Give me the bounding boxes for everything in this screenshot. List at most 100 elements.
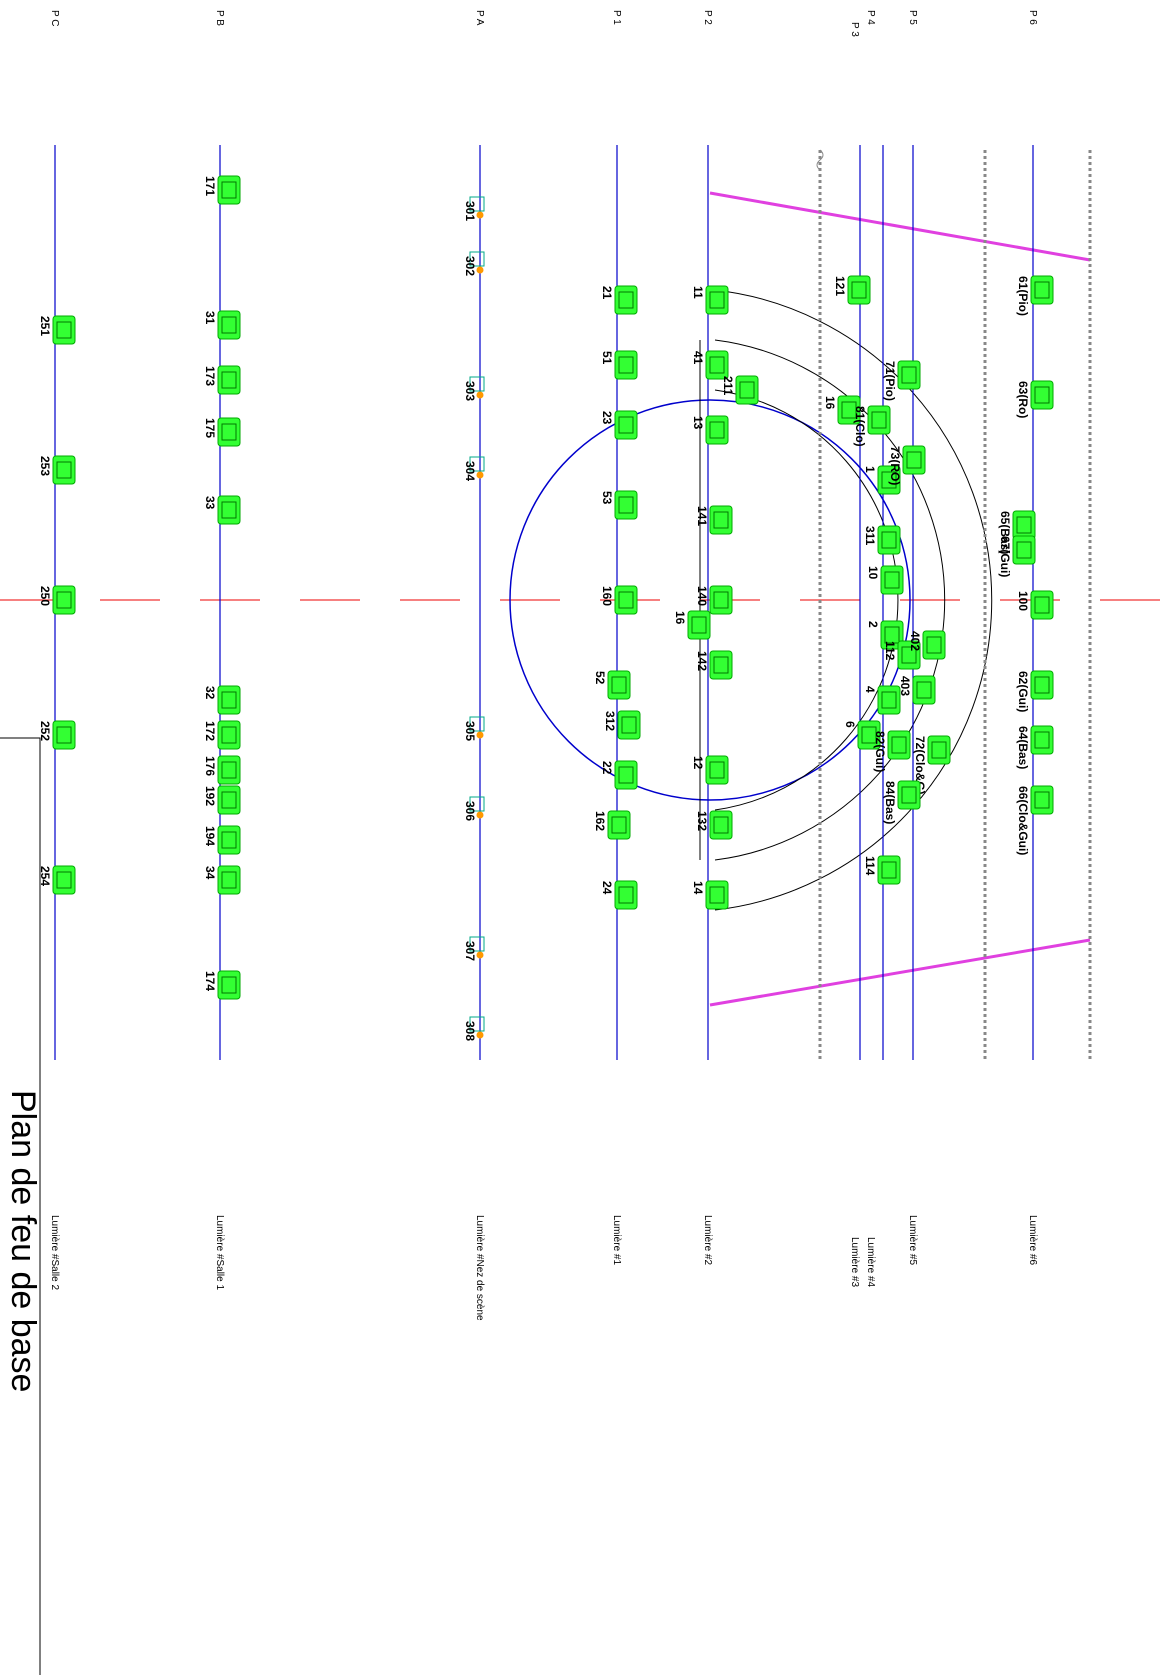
- fixture-lens: [221, 181, 237, 199]
- fixture-lens: [691, 616, 707, 634]
- fixture-number: 33: [203, 496, 217, 510]
- fixture-number: 402: [908, 631, 922, 651]
- fixture-number: 41: [691, 351, 705, 365]
- fixture-number: 171: [203, 176, 217, 196]
- dimmer-point: [476, 951, 484, 959]
- fixture-outline: [469, 196, 485, 212]
- fixture-lens: [221, 691, 237, 709]
- fixture-number: 12: [691, 756, 705, 770]
- fixture-number: 11: [691, 286, 705, 299]
- fixture-number: 31: [203, 311, 217, 325]
- fixture-outline: [469, 716, 485, 732]
- fixture-outline: [469, 376, 485, 392]
- fixture-number: 301: [463, 201, 477, 221]
- fixture-number: 21: [600, 286, 614, 300]
- fixture: [52, 865, 76, 895]
- batten-label: Lumière #Salle 1: [214, 1215, 225, 1290]
- fixture-lens: [891, 736, 907, 754]
- fixture-number: 252: [38, 721, 52, 741]
- fixture-lens: [221, 423, 237, 441]
- fixture-lens: [901, 786, 917, 804]
- fixture-lens: [221, 791, 237, 809]
- fixture-number: 1: [863, 466, 877, 473]
- batten-label: Lumière #2: [702, 1215, 713, 1265]
- fixture-lens: [906, 451, 922, 469]
- fixture-lens: [841, 401, 857, 419]
- fixture-number: 24: [600, 881, 614, 895]
- fixture-lens: [1034, 791, 1050, 809]
- fixture-number: 52: [593, 671, 607, 685]
- fixtures: 2512532502522541713117317533321721761921…: [38, 175, 1054, 1041]
- fixture: [902, 445, 926, 475]
- fixture-number: 251: [38, 316, 52, 336]
- fixture-number: 66(Clo&Gui): [1016, 786, 1030, 855]
- batten-label: Lumière #4: [865, 1237, 876, 1287]
- fixture-number: 63(Ro): [1016, 381, 1030, 418]
- fixture-lens: [56, 321, 72, 339]
- fixture-number: 13: [691, 416, 705, 430]
- fixture-number: 254: [38, 866, 52, 886]
- fixture: [52, 585, 76, 615]
- fixture-lens: [871, 411, 887, 429]
- fixture: [847, 275, 871, 305]
- fixture-lens: [1034, 596, 1050, 614]
- fixture-number: 162: [593, 811, 607, 831]
- fixture-lens: [713, 591, 729, 609]
- fixture-lens: [713, 816, 729, 834]
- fixture-lens: [618, 356, 634, 374]
- fixture: [857, 720, 881, 750]
- fixture-lens: [713, 511, 729, 529]
- fixture-number: 16: [673, 611, 687, 625]
- fixture: [887, 730, 911, 760]
- fixture-lens: [618, 886, 634, 904]
- fixture: [217, 865, 241, 895]
- fixture: [897, 640, 921, 670]
- fixture-lens: [884, 626, 900, 644]
- fixture-number: 132: [695, 811, 709, 831]
- fixture-lens: [916, 681, 932, 699]
- fixture: [52, 315, 76, 345]
- fixture-number: 192: [203, 786, 217, 806]
- plot-title: Plan de feu de base: [4, 1090, 42, 1392]
- fixture-lens: [1034, 676, 1050, 694]
- fixture-lens: [709, 421, 725, 439]
- fixture: [217, 970, 241, 1000]
- batten-code: P 1: [611, 10, 622, 25]
- fixture: [877, 855, 901, 885]
- fixture: [614, 285, 638, 315]
- fixture-lens: [884, 571, 900, 589]
- fixture: [735, 375, 759, 405]
- fixture: [709, 585, 733, 615]
- fixture-lens: [739, 381, 755, 399]
- fixture: [217, 365, 241, 395]
- fixture: [927, 735, 951, 765]
- fixture-lens: [221, 371, 237, 389]
- dimmer-point: [476, 211, 484, 219]
- fixture-number: 140: [695, 586, 709, 606]
- fixture-outline: [469, 936, 485, 952]
- fixture-lens: [881, 861, 897, 879]
- fixture: [687, 610, 711, 640]
- fixture: [1012, 510, 1036, 540]
- batten-label: Lumière #6: [1027, 1215, 1038, 1265]
- fixture-lens: [881, 691, 897, 709]
- fixture: [705, 285, 729, 315]
- fixture: [877, 525, 901, 555]
- fixture: [880, 565, 904, 595]
- fixture-lens: [618, 766, 634, 784]
- fixture-lens: [611, 676, 627, 694]
- fixture-number: 173: [203, 366, 217, 386]
- fixture: [912, 675, 936, 705]
- fixture-number: 121: [833, 276, 847, 296]
- dimmer-point: [476, 1031, 484, 1039]
- fixture-lens: [709, 356, 725, 374]
- fixture-number: 253: [38, 456, 52, 476]
- fixture: [837, 395, 861, 425]
- fixture-number: 100: [1016, 591, 1030, 611]
- fixture-lens: [221, 871, 237, 889]
- batten-code: P C: [49, 10, 60, 27]
- fixture-lens: [611, 816, 627, 834]
- fixture: [1030, 725, 1054, 755]
- fixture-outline: [469, 796, 485, 812]
- fixture: [614, 585, 638, 615]
